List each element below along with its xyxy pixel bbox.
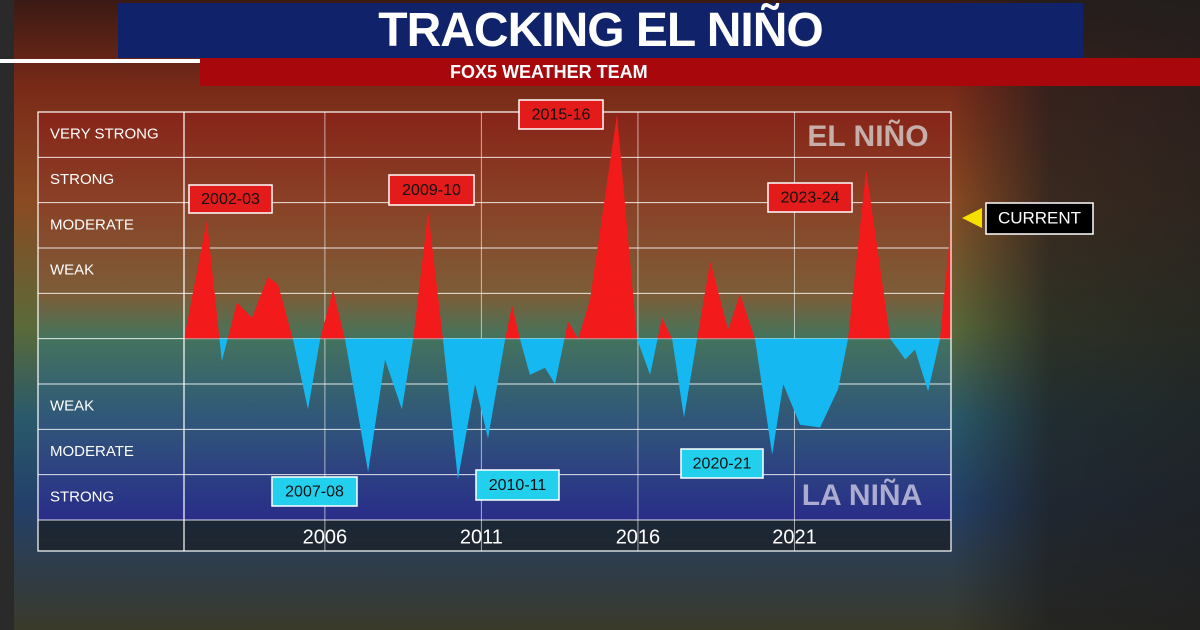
band-label: MODERATE xyxy=(50,216,134,233)
divider xyxy=(0,59,200,63)
annotation-box xyxy=(271,476,358,507)
annotation-label: 2010-11 xyxy=(489,477,547,494)
el-nino-title: EL NIÑO xyxy=(807,119,928,153)
frame xyxy=(37,111,952,552)
x-tick-label: 2021 xyxy=(772,526,817,548)
plot-background xyxy=(38,112,951,520)
band-label: WEAK xyxy=(50,262,94,279)
subtitle: FOX5 WEATHER TEAM xyxy=(450,62,648,82)
current-box xyxy=(985,202,1094,235)
current-label: CURRENT xyxy=(998,208,1081,227)
annotation-box xyxy=(680,448,764,479)
annotation-box xyxy=(767,182,853,213)
annotation-label: 2015-16 xyxy=(532,107,591,124)
band-label: MODERATE xyxy=(50,443,134,460)
title: TRACKING EL NIÑO xyxy=(378,4,823,57)
annotation-box xyxy=(388,174,475,206)
subtitle-banner: FOX5 WEATHER TEAM xyxy=(200,58,1200,86)
band-label: WEAK xyxy=(50,398,94,415)
band-label: VERY STRONG xyxy=(50,126,159,143)
la-nina-title: LA NIÑA xyxy=(802,478,923,512)
annotation-label: 2020-21 xyxy=(693,456,752,473)
background-edge xyxy=(0,0,14,630)
background-shade xyxy=(950,0,1200,630)
x-tick-label: 2006 xyxy=(303,526,348,548)
band-label: STRONG xyxy=(50,488,114,505)
band-label: STRONG xyxy=(50,171,114,188)
annotation-box xyxy=(188,184,273,214)
annotation-label: 2009-10 xyxy=(402,182,461,199)
annotation-label: 2002-03 xyxy=(201,191,260,208)
annotation-box xyxy=(475,469,560,501)
oni-area xyxy=(184,114,951,480)
annotation-label: 2007-08 xyxy=(285,484,344,501)
annotation-box xyxy=(518,99,604,130)
axis-background xyxy=(38,520,951,551)
current-pointer xyxy=(962,208,982,228)
annotation-label: 2023-24 xyxy=(781,190,840,207)
x-tick-label: 2016 xyxy=(616,526,661,548)
title-banner: TRACKING EL NIÑO xyxy=(118,3,1083,58)
x-tick-label: 2011 xyxy=(460,526,503,548)
